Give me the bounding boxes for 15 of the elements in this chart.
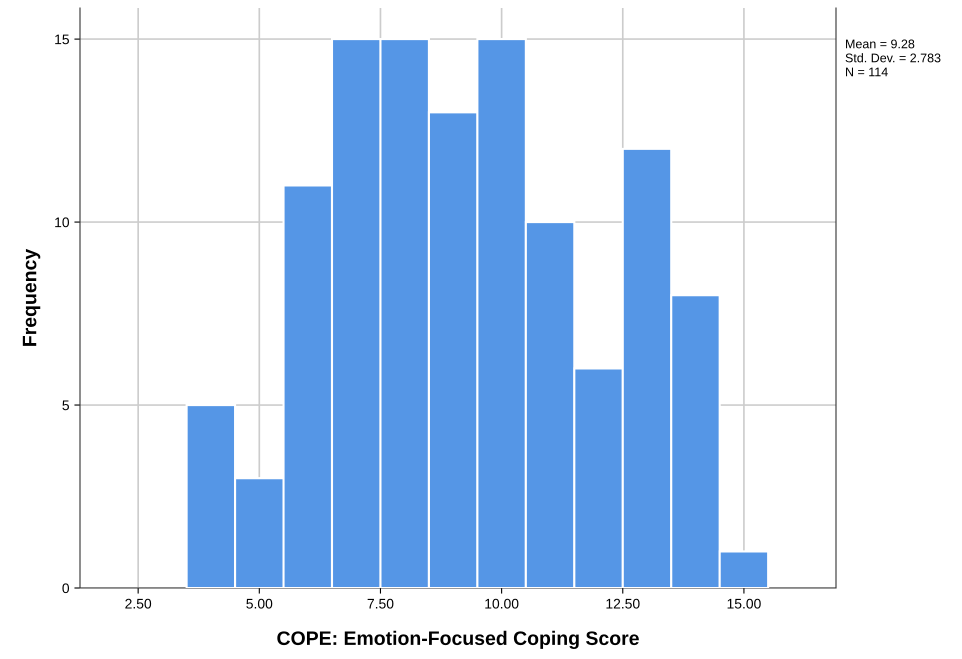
x-tick-label: 15.00	[728, 598, 761, 609]
y-tick-label: 0	[62, 583, 70, 594]
y-axis-title: Frequency	[22, 248, 40, 346]
x-tick-label: 2.50	[125, 598, 152, 609]
y-tick-label: 15	[55, 34, 70, 44]
x-tick-label: 10.00	[485, 598, 518, 609]
text: N = 114	[846, 68, 888, 76]
text: Std. Dev. = 2.783	[846, 53, 940, 62]
x-axis-title: COPE: Emotion-Focused Coping Score	[277, 630, 639, 650]
x-tick-label: 5.00	[246, 598, 272, 609]
x-tick-label: 12.50	[606, 598, 640, 609]
y-tick-label: 10	[55, 217, 70, 228]
x-tick-label: 7.50	[368, 598, 394, 609]
y-tick-label: 5	[62, 400, 69, 410]
text: Mean = 9.28	[846, 40, 914, 48]
